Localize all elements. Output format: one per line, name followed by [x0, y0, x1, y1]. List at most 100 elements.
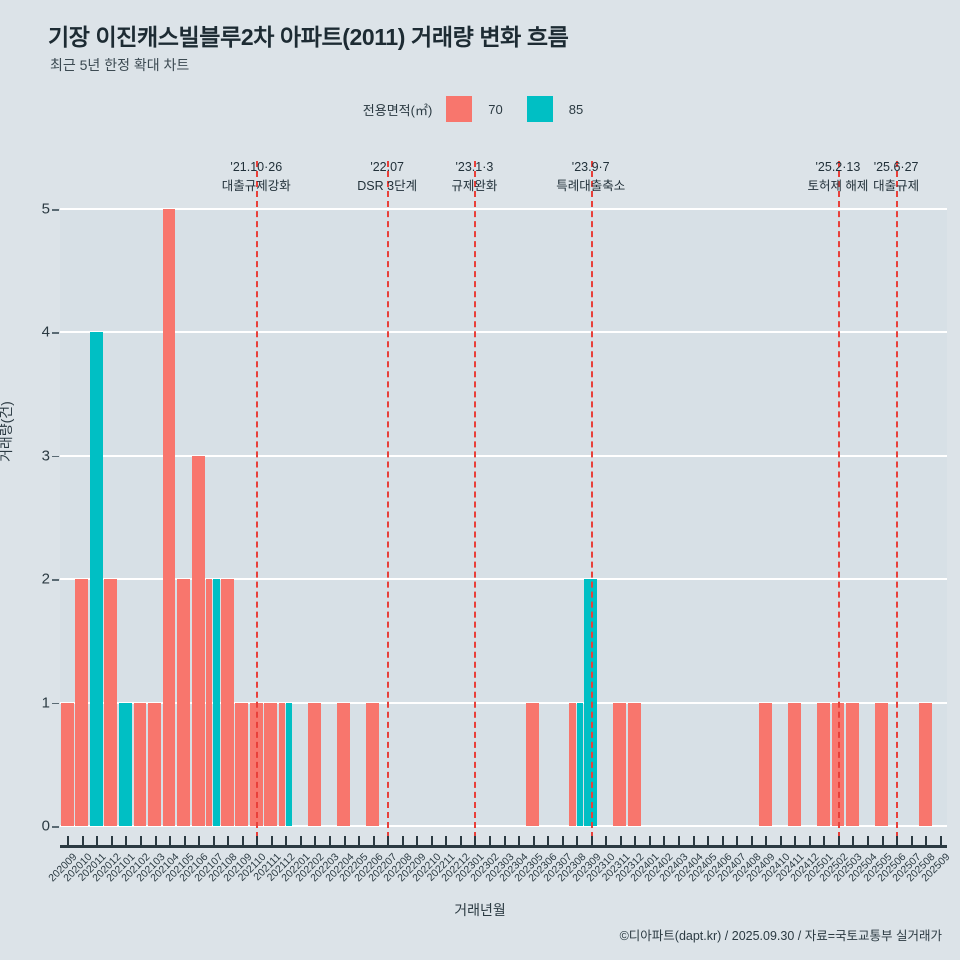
event-marker-line [837, 161, 840, 848]
y-axis-tick-mark [52, 579, 59, 581]
event-marker-line [387, 161, 390, 848]
x-axis-tick-mark [881, 836, 884, 847]
bar[interactable] [75, 579, 89, 826]
event-marker-label: '23.1·3 규제완화 [451, 158, 497, 197]
x-axis-tick-mark [227, 836, 230, 847]
x-axis-tick-mark [561, 836, 564, 847]
x-axis-tick-mark [503, 836, 506, 847]
y-axis-tick-label: 1 [41, 694, 50, 712]
bar[interactable] [526, 702, 539, 826]
bar[interactable] [613, 702, 627, 826]
bar[interactable] [831, 702, 845, 826]
x-axis-tick-mark [721, 836, 724, 847]
bar[interactable] [337, 702, 350, 826]
x-axis-tick-mark [939, 836, 942, 847]
event-date: '22.07 [370, 160, 405, 174]
bar[interactable] [104, 579, 118, 826]
bar[interactable] [627, 702, 641, 826]
y-axis-tick-mark [52, 209, 59, 211]
bar[interactable] [366, 702, 379, 826]
bar[interactable] [918, 702, 932, 826]
x-axis-tick-mark [401, 836, 404, 847]
gridline [60, 208, 947, 210]
x-axis-tick-mark [910, 836, 913, 847]
x-axis-tick-mark [67, 836, 70, 847]
bar[interactable] [177, 579, 190, 826]
bar[interactable] [191, 455, 205, 826]
bar[interactable] [119, 702, 132, 826]
legend-label-70: 70 [488, 101, 503, 117]
x-axis-tick-mark [692, 836, 695, 847]
bar[interactable] [576, 702, 584, 826]
x-axis-tick-mark [169, 836, 172, 847]
bar[interactable] [89, 332, 103, 826]
x-axis-tick-mark [212, 836, 215, 847]
bar[interactable] [60, 702, 74, 826]
x-axis-tick-mark [736, 836, 739, 847]
bar[interactable] [162, 209, 176, 826]
y-axis-tick-label: 2 [41, 570, 50, 588]
legend-title: 전용면적(㎡) [362, 102, 433, 118]
x-axis-tick-mark [823, 836, 826, 847]
x-axis-tick-mark [532, 836, 535, 847]
gridline [60, 701, 947, 704]
bar[interactable] [148, 702, 161, 826]
x-axis-tick-mark [837, 836, 840, 847]
event-marker-label: '25.2·13 토허제 해제 [807, 158, 868, 197]
x-axis-tick-mark [154, 836, 157, 847]
bar[interactable] [235, 702, 249, 826]
x-axis-tick-mark [125, 836, 128, 847]
legend-swatch-70 [446, 96, 473, 122]
x-axis-tick-mark [576, 836, 579, 847]
bar[interactable] [264, 702, 278, 826]
y-axis-tick-label: 0 [41, 817, 50, 835]
x-axis-tick-mark [707, 836, 710, 847]
x-axis-tick-mark [925, 836, 928, 847]
x-axis-tick-mark [81, 836, 84, 847]
bar[interactable] [213, 579, 220, 826]
bar[interactable] [787, 702, 801, 826]
x-axis-tick-mark [590, 836, 593, 847]
event-date: '25.2·13 [815, 160, 861, 174]
y-axis-tick-label: 4 [41, 323, 50, 341]
y-axis-tick-mark [52, 702, 59, 705]
bar[interactable] [758, 702, 772, 826]
bar[interactable] [846, 702, 859, 826]
y-axis-tick-labels: 0 1 2 3 4 5 [0, 201, 50, 835]
bar[interactable] [308, 702, 321, 826]
event-marker-line [590, 161, 593, 848]
event-marker-label: '21.10·26 대출규제강화 [222, 158, 291, 197]
event-name: 대출규제강화 [221, 179, 291, 194]
event-marker-line [474, 161, 477, 848]
bar[interactable] [133, 702, 147, 826]
y-axis-tick-label: 5 [41, 200, 50, 218]
x-axis-tick-mark [765, 836, 768, 847]
event-date: '25.6·27 [873, 160, 919, 174]
bar[interactable] [875, 702, 888, 826]
event-date: '23.9·7 [571, 160, 610, 174]
x-axis-tick-mark [416, 836, 419, 847]
event-marker-line [896, 161, 899, 848]
x-axis-tick-mark [387, 836, 390, 847]
bar[interactable] [569, 702, 576, 826]
x-axis-title: 거래년월 [454, 902, 506, 918]
x-axis-tick-mark [852, 836, 855, 847]
x-axis-tick-mark [299, 836, 302, 847]
bar[interactable] [205, 579, 213, 826]
x-axis-tick-mark [241, 836, 244, 847]
x-axis-tick-mark [750, 836, 753, 847]
event-marker-label: '25.6·27 대출규제 [873, 158, 919, 197]
bar[interactable] [285, 702, 293, 826]
event-date: '21.10·26 [230, 160, 283, 174]
x-axis-tick-mark [372, 836, 375, 847]
x-axis-tick-mark [329, 836, 331, 847]
y-axis-tick-label: 3 [41, 447, 50, 465]
bar[interactable] [278, 702, 285, 826]
bar[interactable] [220, 579, 234, 826]
event-name: 토허제 해제 [807, 179, 869, 194]
gridline [60, 454, 947, 457]
x-axis-tick-mark [459, 836, 462, 847]
bar[interactable] [817, 702, 830, 826]
x-axis-tick-mark [794, 836, 797, 847]
bar[interactable] [249, 702, 263, 826]
